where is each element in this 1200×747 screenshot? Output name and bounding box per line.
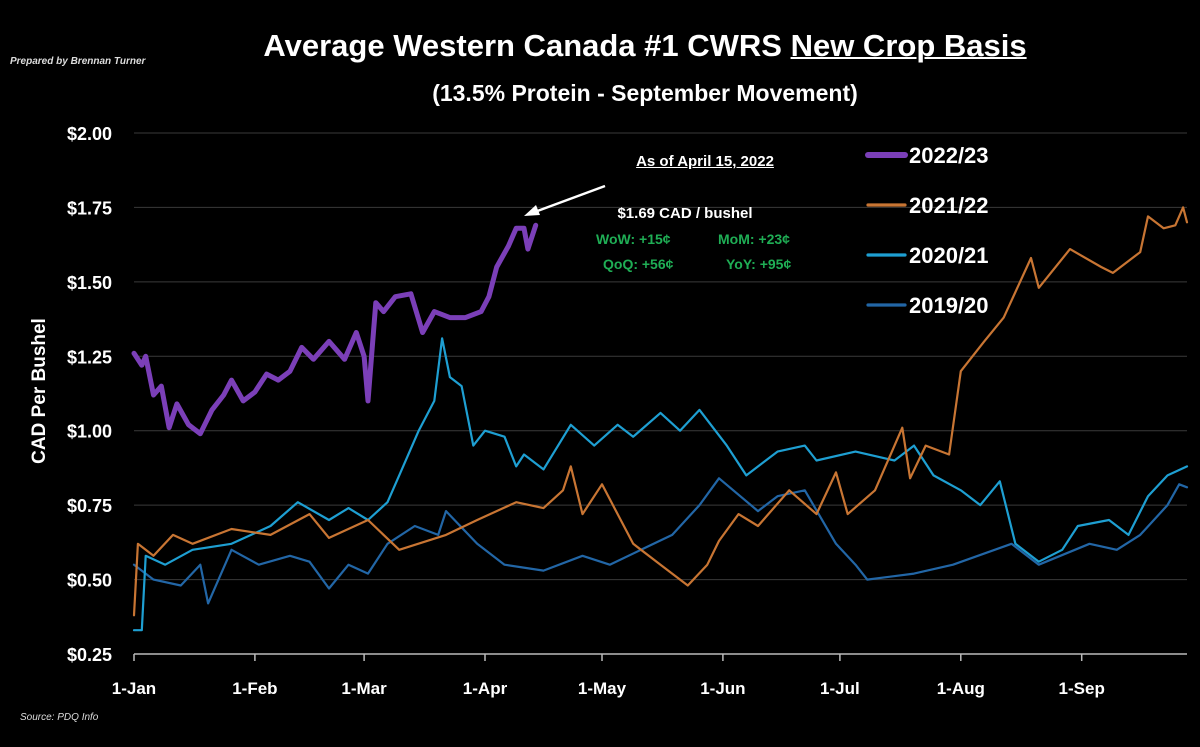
prepared-by: Prepared by Brennan Turner: [10, 56, 146, 67]
y-tick-label: $0.25: [67, 645, 112, 665]
x-tick-label: 1-Jul: [820, 679, 860, 698]
title-main: Average Western Canada #1 CWRS: [263, 28, 791, 63]
x-tick-label: 1-Feb: [232, 679, 277, 698]
source-note: Source: PDQ Info: [20, 712, 99, 723]
chart-subtitle: (13.5% Protein - September Movement): [432, 80, 858, 106]
annotation-arrow: [531, 184, 606, 215]
chart-title: Average Western Canada #1 CWRS New Crop …: [0, 28, 1200, 64]
legend-label: 2020/21: [909, 243, 989, 268]
y-tick-label: $1.00: [67, 422, 112, 442]
arrow-head-icon: [524, 205, 540, 216]
y-tick-label: $1.50: [67, 273, 112, 293]
annotation-qoq: QoQ: +56¢: [603, 256, 674, 272]
x-tick-label: 1-Mar: [341, 679, 387, 698]
y-tick-label: $1.75: [67, 198, 112, 218]
x-tick-label: 1-May: [578, 679, 627, 698]
series-line-2021-22: [132, 206, 1189, 617]
annotation-price: $1.69 CAD / bushel: [617, 205, 753, 222]
title-underlined: New Crop Basis: [790, 28, 1027, 63]
series-line-2019-20: [132, 477, 1189, 605]
y-tick-label: $2.00: [67, 124, 112, 144]
annotation-mom: MoM: +23¢: [718, 231, 790, 247]
y-tick-label: $0.50: [67, 571, 112, 591]
series-line-2022-23: [131, 222, 539, 437]
y-tick-label: $0.75: [67, 496, 112, 516]
annotation-wow: WoW: +15¢: [596, 231, 671, 247]
annotation-yoy: YoY: +95¢: [726, 256, 792, 272]
legend-label: 2022/23: [909, 143, 989, 168]
x-tick-label: 1-Apr: [463, 679, 508, 698]
x-tick-label: 1-Jun: [700, 679, 745, 698]
x-tick-label: 1-Aug: [937, 679, 985, 698]
x-tick-label: 1-Jan: [112, 679, 156, 698]
x-tick-label: 1-Sep: [1059, 679, 1105, 698]
y-tick-label: $1.25: [67, 347, 112, 367]
annotation-as-of: As of April 15, 2022: [636, 153, 774, 170]
legend-label: 2019/20: [909, 293, 989, 318]
series-line-2020-21: [132, 337, 1189, 632]
legend-label: 2021/22: [909, 193, 989, 218]
